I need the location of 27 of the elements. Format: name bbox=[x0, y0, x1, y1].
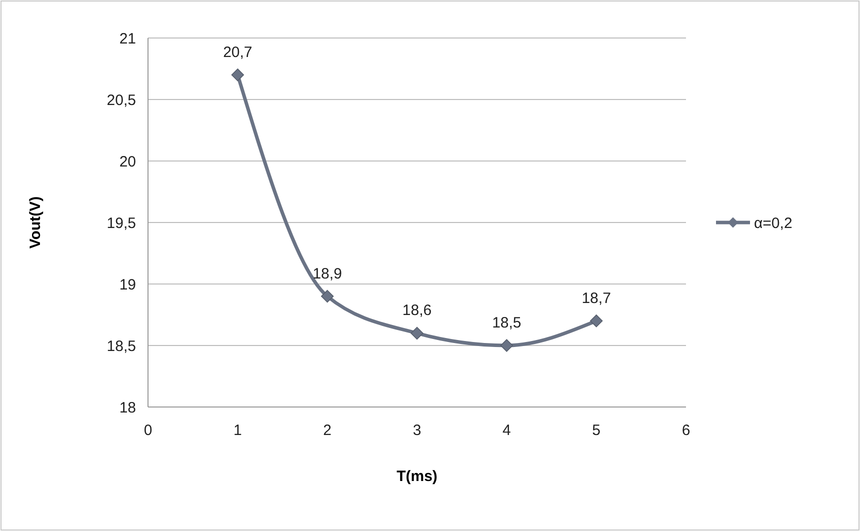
data-label: 20,7 bbox=[223, 44, 252, 61]
data-label: 18,6 bbox=[402, 302, 432, 320]
x-tick-label: 4 bbox=[502, 422, 511, 439]
x-tick-label: 6 bbox=[682, 422, 690, 439]
y-axis-title: Vout(V) bbox=[27, 196, 44, 249]
x-tick-label: 3 bbox=[412, 422, 422, 439]
x-axis-title: T(ms) bbox=[396, 468, 438, 485]
point bbox=[500, 339, 514, 352]
data-label: 18,7 bbox=[582, 290, 611, 307]
y-tick-label: 19,5 bbox=[106, 214, 136, 232]
data-label: 18,5 bbox=[492, 314, 522, 332]
point bbox=[320, 290, 334, 303]
point bbox=[231, 68, 244, 82]
x-tick-label: 0 bbox=[144, 422, 152, 439]
y-tick-label: 20 bbox=[119, 153, 136, 170]
data-label: 18,9 bbox=[312, 265, 342, 282]
x-tick-label: 2 bbox=[323, 422, 332, 439]
y-tick-label: 21 bbox=[119, 30, 136, 48]
x-tick-label: 1 bbox=[233, 422, 242, 439]
point bbox=[410, 326, 424, 340]
legend-label: α=0,2 bbox=[754, 214, 792, 232]
y-tick-label: 18,5 bbox=[106, 338, 136, 355]
y-tick-label: 19 bbox=[119, 276, 136, 294]
point bbox=[590, 314, 603, 328]
y-tick-label: 20,5 bbox=[106, 92, 136, 109]
x-tick-label: 5 bbox=[592, 422, 601, 439]
y-tick-label: 18 bbox=[119, 399, 136, 416]
